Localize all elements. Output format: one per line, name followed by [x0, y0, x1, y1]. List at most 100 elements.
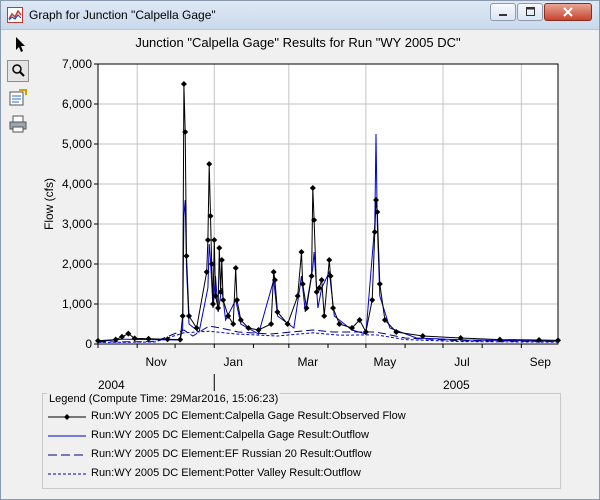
- data-point: [419, 333, 426, 339]
- zoom-icon: [12, 64, 25, 77]
- x-tick-label: Jan: [224, 355, 243, 369]
- data-point: [356, 317, 363, 323]
- legend-item: Run:WY 2005 DC Element:Calpella Gage Res…: [47, 409, 555, 425]
- data-point: [536, 337, 543, 343]
- data-point: [381, 317, 388, 323]
- data-point: [230, 321, 237, 327]
- data-point: [271, 277, 278, 283]
- data-point: [270, 269, 277, 275]
- maximize-button[interactable]: [517, 3, 543, 21]
- minimize-icon: [499, 14, 507, 16]
- data-point: [496, 336, 503, 343]
- data-point: [234, 297, 241, 303]
- legend-swatch-solid-diamonds: [48, 414, 86, 420]
- legend-label: Run:WY 2005 DC Element:Calpella Gage Res…: [91, 429, 369, 441]
- data-point: [376, 281, 383, 287]
- data-point: [119, 333, 126, 340]
- data-point: [308, 273, 315, 279]
- data-point: [164, 336, 171, 343]
- data-point: [210, 301, 216, 307]
- properties-tool-button[interactable]: [7, 87, 29, 109]
- data-point: [321, 313, 328, 319]
- chart-title: Junction "Calpella Gage" Results for Run…: [135, 35, 461, 50]
- series-line: [97, 330, 559, 343]
- pointer-tool-button[interactable]: [7, 33, 29, 55]
- data-point: [220, 297, 227, 303]
- data-point: [193, 325, 200, 331]
- data-point: [336, 321, 343, 327]
- data-point: [393, 329, 400, 335]
- data-point: [225, 313, 232, 319]
- y-tick-label: 3,000: [62, 217, 92, 231]
- data-point: [206, 161, 213, 167]
- data-point: [245, 325, 252, 331]
- data-point: [268, 321, 275, 327]
- legend-item: Run:WY 2005 DC Element:Potter Valley Res…: [47, 466, 555, 482]
- data-point: [303, 305, 310, 311]
- data-point: [145, 335, 152, 342]
- data-point: [232, 265, 239, 271]
- data-point: [216, 245, 223, 251]
- legend-item: Run:WY 2005 DC Element:EF Russian 20 Res…: [47, 447, 555, 463]
- legend-swatch-solid: [48, 435, 86, 437]
- data-point: [112, 336, 119, 343]
- print-icon: [9, 115, 27, 133]
- print-tool-button[interactable]: [7, 113, 29, 135]
- data-point: [294, 293, 301, 299]
- zoom-tool-button[interactable]: [7, 60, 29, 82]
- data-point: [212, 293, 219, 299]
- data-point: [299, 281, 306, 287]
- close-button[interactable]: [544, 3, 592, 21]
- data-point: [284, 321, 291, 327]
- legend-label: Run:WY 2005 DC Element:Calpella Gage Res…: [91, 410, 406, 422]
- data-point: [298, 249, 305, 255]
- data-point: [218, 257, 225, 263]
- legend-title: Legend (Compute Time: 29Mar2016, 15:06:2…: [47, 393, 281, 405]
- data-point: [237, 317, 244, 323]
- data-point: [362, 329, 369, 335]
- data-point: [185, 313, 192, 319]
- grid: [98, 63, 558, 345]
- data-point: [330, 305, 337, 311]
- data-point: [204, 237, 211, 243]
- data-point: [207, 213, 214, 219]
- data-point: [131, 335, 138, 342]
- y-tick-label: 0: [85, 337, 92, 351]
- data-point: [374, 209, 381, 215]
- maximize-icon: [526, 7, 535, 16]
- x-year-label: 2004: [98, 378, 125, 391]
- data-point: [373, 197, 380, 203]
- close-icon: [563, 7, 573, 17]
- x-tick-label: Sep: [530, 355, 552, 369]
- data-point: [371, 229, 378, 235]
- data-point: [177, 336, 184, 343]
- data-point: [125, 330, 132, 337]
- x-tick-label: May: [374, 355, 397, 369]
- y-tick-label: 4,000: [62, 177, 92, 191]
- y-tick-label: 1,000: [62, 297, 92, 311]
- data-point: [182, 129, 189, 135]
- minimize-button[interactable]: [490, 3, 516, 21]
- data-point: [457, 335, 464, 341]
- properties-icon: [9, 89, 27, 106]
- legend-label: Run:WY 2005 DC Element:Potter Valley Res…: [91, 467, 361, 479]
- data-point: [327, 273, 334, 279]
- legend: Legend (Compute Time: 29Mar2016, 15:06:2…: [42, 393, 561, 489]
- data-point: [311, 217, 318, 223]
- data-point: [326, 257, 333, 263]
- window-title: Graph for Junction "Calpella Gage": [29, 8, 216, 22]
- series-group: [95, 81, 561, 344]
- x-tick-label: Mar: [297, 355, 318, 369]
- y-tick-label: 2,000: [62, 257, 92, 271]
- data-point: [203, 269, 210, 275]
- title-bar[interactable]: Graph for Junction "Calpella Gage": [1, 1, 599, 30]
- legend-swatch-long-dash: [48, 454, 86, 456]
- data-point: [349, 325, 356, 331]
- data-point: [309, 185, 316, 191]
- y-tick-label: 6,000: [62, 97, 92, 111]
- chart[interactable]: 0 1,000 2,000 3,000 4,000 5,000 6,000 7,000 Nov J…: [1, 29, 599, 391]
- plot-background: [98, 64, 558, 344]
- x-tick-label: Nov: [145, 355, 166, 369]
- x-year-label: 2005: [443, 378, 470, 391]
